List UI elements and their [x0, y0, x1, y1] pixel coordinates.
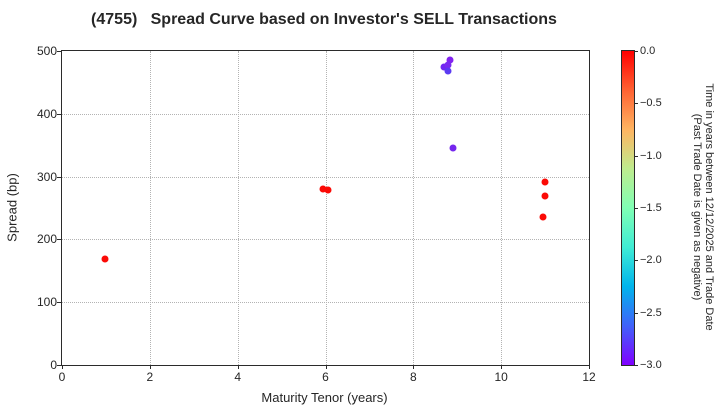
scatter-point	[541, 192, 549, 200]
colorbar-gradient: 0.0 −0.5 −1.0 −1.5 −2.0 −2.5 −3.0	[621, 45, 662, 371]
x-tick-label: 4	[234, 370, 241, 384]
y-gridline	[62, 113, 589, 115]
colorbar-axis-label: Time in years between 12/12/2025 and Tra…	[691, 57, 715, 357]
x-gridline	[325, 51, 327, 365]
y-tick-mark	[57, 113, 61, 115]
y-gridline	[62, 176, 589, 178]
colorbar-tick-label: −1.5	[640, 202, 662, 214]
colorbar-tick-label: −3.0	[640, 359, 662, 371]
colorbar-label-line1: Time in years between 12/12/2025 and Tra…	[703, 83, 715, 331]
y-tick-mark	[57, 51, 61, 52]
y-tick-label: 300	[36, 169, 57, 184]
x-tick-label: 2	[146, 370, 154, 384]
x-gridline	[237, 51, 239, 365]
colorbar-tick-label: −2.5	[640, 306, 662, 319]
y-tick-mark	[57, 302, 61, 304]
x-tick-mark	[501, 365, 503, 369]
x-tick-label: 10	[494, 370, 508, 384]
y-tick-label: 100	[36, 295, 57, 310]
y-tick-mark	[57, 176, 61, 178]
y-tick-mark	[57, 239, 61, 241]
x-gridline	[413, 51, 415, 365]
x-tick-label: 12	[582, 370, 596, 384]
y-tick-label: 0	[50, 358, 57, 372]
colorbar-tick-label: 0.0	[640, 45, 656, 57]
y-gridline	[62, 302, 589, 304]
x-tick-label: 8	[409, 370, 417, 384]
y-axis-label: Spread (bp)	[4, 173, 20, 242]
y-gridline	[62, 239, 589, 241]
x-tick-mark	[149, 365, 151, 369]
x-axis-label: Maturity Tenor (years)	[261, 390, 388, 405]
x-tick-mark	[237, 365, 239, 369]
colorbar-tick-mark	[634, 365, 638, 366]
colorbar-tick-label: −2.0	[640, 254, 662, 267]
scatter-point	[444, 67, 452, 75]
colorbar-tick-label: −1.0	[640, 149, 662, 162]
x-tick-mark	[413, 365, 415, 369]
colorbar-tick-mark	[634, 260, 638, 262]
colorbar-tick-label: −0.5	[640, 97, 662, 110]
y-tick-label: 200	[36, 232, 57, 247]
scatter-point	[446, 56, 454, 64]
scatter-point	[449, 144, 457, 152]
scatter-point	[539, 213, 547, 221]
scatter-point	[440, 63, 448, 71]
x-tick-label: 6	[322, 370, 329, 384]
colorbar-tick-mark	[634, 312, 638, 314]
scatter-point	[319, 185, 327, 193]
colorbar-tick-mark	[634, 208, 638, 209]
scatter-point	[324, 186, 332, 194]
colorbar-tick-mark	[634, 51, 638, 52]
colorbar-tick-mark	[634, 155, 638, 157]
x-tick-mark	[589, 365, 590, 369]
x-tick-label: 0	[58, 370, 66, 384]
y-tick-label: 400	[36, 106, 57, 121]
scatter-point	[444, 61, 452, 69]
x-gridline	[501, 51, 503, 365]
x-gridline	[149, 51, 151, 365]
scatter-point	[541, 178, 549, 186]
scatter-point	[101, 255, 109, 263]
x-tick-mark	[62, 365, 63, 369]
y-tick-label: 500	[36, 44, 57, 58]
colorbar-label-line2: (Past Trade Date is given as negative)	[691, 113, 703, 301]
plot-area: 0 2 4 6 8 10 12 0 100 200 300 400 500	[37, 44, 596, 384]
colorbar-tick-mark	[634, 103, 638, 105]
chart-title: (4755) Spread Curve based on Investor's …	[91, 11, 557, 28]
x-tick-mark	[325, 365, 327, 369]
y-tick-mark	[57, 365, 61, 366]
